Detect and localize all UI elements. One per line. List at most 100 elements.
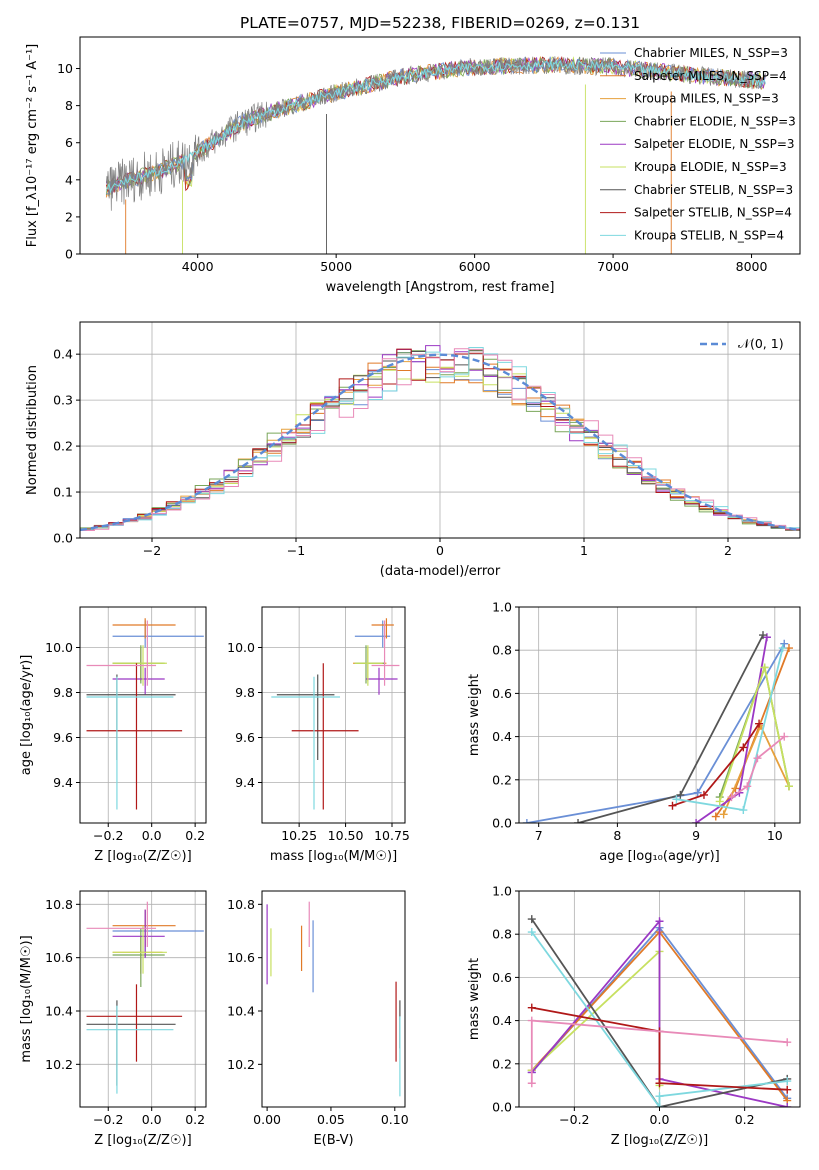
x-tick-label: 6000 <box>459 259 491 274</box>
x-tick-label: 10.75 <box>374 828 410 843</box>
y-tick-label: 0.2 <box>53 439 73 454</box>
panel-weight_vs_z: −0.2 0.0 0.2 0.0 0.2 0.4 0.6 0.8 1.0 Z [log₁₀(Z/Z… <box>467 884 801 1148</box>
y-tick-label: 0.8 <box>492 643 512 658</box>
marker-salpeter_stelib <box>527 1003 536 1012</box>
plot-area <box>266 901 401 1097</box>
marker-pink <box>527 1079 536 1088</box>
y-tick-label: 0.4 <box>492 729 512 744</box>
panel-age_vs_z: −0.2 0.0 0.2 9.4 9.6 9.8 10.0 Z [log₁₀(Z/Z☉)] ag… <box>19 606 207 864</box>
x-tick-label: 7000 <box>597 259 629 274</box>
marker-chabrier_stelib <box>759 631 768 640</box>
marker-pink <box>753 754 762 763</box>
panel-mass_vs_z: −0.2 0.0 0.2 10.2 10.4 10.6 10.8 Z [log₁₀(Z/Z☉)… <box>19 890 207 1148</box>
marker-kroupa_stelib <box>739 806 748 815</box>
legend-label: Salpeter ELODIE, N_SSP=3 <box>634 137 795 151</box>
y-tick-label: 1.0 <box>492 884 512 899</box>
legend-label: Chabrier MILES, N_SSP=3 <box>634 46 788 60</box>
y-tick-label: 0.0 <box>492 816 512 831</box>
x-tick-label: 0 <box>436 543 444 558</box>
axes-frame <box>79 890 207 1108</box>
x-tick-label: 10 <box>767 828 783 843</box>
y-tick-label: 0.6 <box>492 970 512 985</box>
x-tick-label: 0.2 <box>735 1112 755 1127</box>
plot-area <box>86 618 204 810</box>
y-tick-label: 9.4 <box>53 775 73 790</box>
marker-salpeter_stelib <box>755 719 764 728</box>
marker-chabrier_stelib <box>676 790 685 799</box>
y-tick-label: 0 <box>65 247 73 262</box>
series-salpeter_stelib <box>672 723 760 807</box>
plot-area <box>105 55 766 254</box>
x-tick-label: 4000 <box>182 259 214 274</box>
x-axis-label: Z [log₁₀(Z/Z☉)] <box>94 1133 191 1148</box>
x-tick-label: 10.25 <box>281 828 317 843</box>
x-tick-label: 0.10 <box>381 1112 409 1127</box>
marker-salpeter_stelib <box>783 1085 792 1094</box>
marker-salpeter_miles <box>711 812 720 821</box>
axes-frame <box>261 890 406 1108</box>
x-tick-label: 0.00 <box>253 1112 281 1127</box>
panel-residuals: −2 −1 0 1 2 0.0 0.1 0.2 0.3 0.4 (data-model)/error… <box>25 321 801 579</box>
series-salpeter_stelib <box>531 1006 788 1091</box>
y-tick-label: 2 <box>65 209 73 224</box>
marker-salpeter_elodie <box>783 1103 792 1107</box>
marker-kroupa_stelib <box>672 795 681 804</box>
x-tick-label: 0.0 <box>650 1112 670 1127</box>
y-axis-label: mass weight <box>467 674 482 756</box>
y-tick-label: 9.8 <box>235 685 255 700</box>
x-axis-label: wavelength [Angstrom, rest frame] <box>326 280 555 295</box>
plot-area <box>86 901 204 1094</box>
x-tick-label: 9 <box>692 828 700 843</box>
spectrum-legend: Chabrier MILES, N_SSP=3 Salpeter MILES, N… <box>600 46 796 242</box>
y-tick-label: 10.0 <box>45 640 73 655</box>
marker-salpeter_elodie <box>655 917 664 926</box>
y-tick-label: 0.2 <box>492 1056 512 1071</box>
marker-kroupa_elodie <box>715 797 724 806</box>
marker-kroupa_stelib <box>527 928 536 937</box>
y-tick-label: 9.4 <box>235 775 255 790</box>
marker-kroupa_miles <box>719 810 728 819</box>
x-tick-label: −0.2 <box>93 1112 123 1127</box>
marker-chabrier_stelib <box>574 819 583 823</box>
x-axis-label: (data-model)/error <box>380 564 501 579</box>
plot-area <box>527 915 792 1107</box>
x-tick-label: 0.0 <box>142 1112 162 1127</box>
marker-kroupa_stelib <box>783 1077 792 1086</box>
normal-curve <box>80 353 800 532</box>
y-tick-label: 0.0 <box>492 1100 512 1115</box>
spectrum-data <box>105 56 766 211</box>
x-tick-label: 1 <box>580 543 588 558</box>
legend-label: 𝒩(0, 1) <box>738 336 784 351</box>
panel-spectrum: 4000 5000 6000 7000 8000 0 2 4 6 8 10 wavelength [A… <box>25 36 801 295</box>
legend-label: Chabrier STELIB, N_SSP=3 <box>634 183 793 197</box>
x-tick-label: −1 <box>287 543 305 558</box>
y-tick-label: 10.8 <box>227 897 255 912</box>
x-tick-label: 5000 <box>320 259 352 274</box>
legend-label: Salpeter STELIB, N_SSP=4 <box>634 206 792 220</box>
panel-weight_vs_age: 7 8 9 10 0.0 0.2 0.4 0.6 0.8 1.0 age [log₁₀(age/yr… <box>467 600 801 864</box>
y-tick-label: 0.2 <box>492 772 512 787</box>
marker-kroupa_stelib <box>655 1092 664 1101</box>
legend-label: Kroupa ELODIE, N_SSP=3 <box>634 160 787 174</box>
marker-salpeter_stelib <box>668 801 677 810</box>
plot-area <box>522 631 793 823</box>
x-tick-label: −2 <box>143 543 161 558</box>
marker-chabrier_miles <box>522 819 531 823</box>
x-tick-label: 7 <box>535 828 543 843</box>
series-pink <box>730 735 785 798</box>
marker-pink <box>727 793 736 802</box>
legend-label: Salpeter MILES, N_SSP=4 <box>634 69 787 83</box>
x-tick-label: 8 <box>613 828 621 843</box>
marker-pink <box>743 782 752 791</box>
y-tick-label: 10.4 <box>227 1004 255 1019</box>
marker-kroupa_elodie <box>760 663 769 672</box>
y-tick-label: 6 <box>65 135 73 150</box>
marker-pink <box>783 1038 792 1047</box>
y-tick-label: 0.8 <box>492 927 512 942</box>
x-tick-label: 0.2 <box>185 1112 205 1127</box>
axes-frame <box>261 606 406 824</box>
marker-kroupa_elodie <box>784 782 793 791</box>
legend-label: Chabrier ELODIE, N_SSP=3 <box>634 114 796 128</box>
plot-area <box>271 618 400 810</box>
x-axis-label: mass [log₁₀(M/M☉)] <box>270 849 397 864</box>
